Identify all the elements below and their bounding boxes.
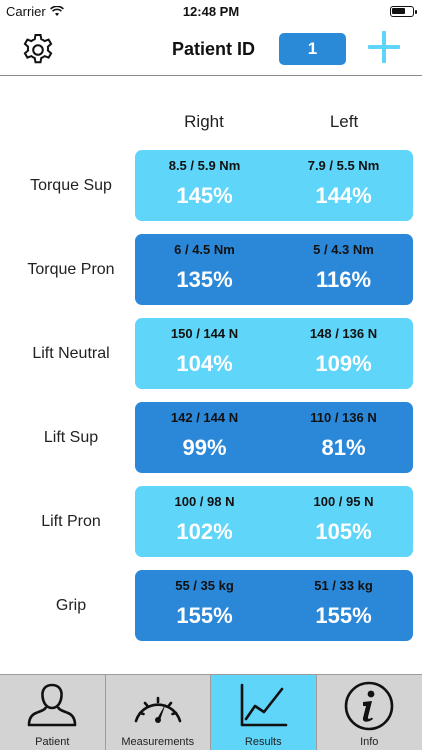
- tab-patient[interactable]: Patient: [0, 675, 106, 750]
- person-icon: [27, 683, 77, 727]
- right-cell: 150 / 144 N 104%: [135, 318, 274, 389]
- left-raw-value: 5 / 4.3 Nm: [313, 242, 374, 257]
- right-raw-value: 8.5 / 5.9 Nm: [168, 158, 241, 173]
- right-percent: 135%: [176, 267, 233, 292]
- right-percent: 104%: [176, 351, 233, 376]
- left-cell: 5 / 4.3 Nm 116%: [274, 234, 413, 305]
- left-cell: 148 / 136 N 109%: [274, 318, 413, 389]
- column-header-left: Left: [329, 112, 359, 131]
- row-label: Lift Sup: [43, 429, 99, 446]
- left-raw-value: 148 / 136 N: [309, 326, 378, 341]
- tab-label: Info: [360, 736, 379, 748]
- gauge-icon: [134, 696, 182, 723]
- result-card[interactable]: 142 / 144 N 99% 110 / 136 N 81%: [135, 402, 413, 473]
- right-cell: 8.5 / 5.9 Nm 145%: [135, 150, 274, 221]
- result-card[interactable]: 6 / 4.5 Nm 135% 5 / 4.3 Nm 116%: [135, 234, 413, 305]
- status-carrier-group: Carrier: [6, 4, 64, 19]
- carrier-label: Carrier: [6, 4, 46, 19]
- right-percent: 102%: [176, 519, 233, 544]
- left-percent: 144%: [315, 183, 372, 208]
- left-percent: 116%: [315, 267, 372, 292]
- status-time: 12:48 PM: [182, 4, 240, 19]
- header-bar: Patient ID 1: [0, 24, 422, 76]
- info-icon: [344, 681, 394, 731]
- left-raw-value: 7.9 / 5.5 Nm: [307, 158, 380, 173]
- result-card[interactable]: 8.5 / 5.9 Nm 145% 7.9 / 5.5 Nm 144%: [135, 150, 413, 221]
- left-percent: 155%: [315, 603, 372, 628]
- battery-level: [392, 8, 405, 14]
- tab-bar: Patient Measurements Results: [0, 674, 422, 750]
- patient-id-label: Patient ID: [172, 39, 256, 59]
- result-card[interactable]: 150 / 144 N 104% 148 / 136 N 109%: [135, 318, 413, 389]
- right-raw-value: 150 / 144 N: [170, 326, 239, 341]
- tab-measurements[interactable]: Measurements: [106, 675, 211, 750]
- left-cell: 7.9 / 5.5 Nm 144%: [274, 150, 413, 221]
- right-percent: 99%: [182, 435, 227, 460]
- right-raw-value: 6 / 4.5 Nm: [174, 242, 235, 257]
- tab-label: Measurements: [121, 736, 195, 748]
- left-cell: 100 / 95 N 105%: [274, 486, 413, 557]
- right-percent: 155%: [176, 603, 233, 628]
- left-percent: 105%: [315, 519, 372, 544]
- right-raw-value: 142 / 144 N: [170, 410, 239, 425]
- row-label: Grip: [55, 597, 87, 614]
- left-percent: 109%: [315, 351, 372, 376]
- right-raw-value: 55 / 35 kg: [175, 578, 234, 593]
- left-raw-value: 51 / 33 kg: [314, 578, 373, 593]
- right-cell: 55 / 35 kg 155%: [135, 570, 274, 641]
- result-card[interactable]: 55 / 35 kg 155% 51 / 33 kg 155%: [135, 570, 413, 641]
- row-label: Lift Neutral: [32, 345, 110, 362]
- left-cell: 51 / 33 kg 155%: [274, 570, 413, 641]
- row-label: Torque Sup: [30, 177, 112, 194]
- add-patient-button[interactable]: [368, 31, 400, 63]
- column-header-right: Right: [184, 112, 224, 131]
- wifi-icon: [49, 6, 64, 16]
- gear-icon[interactable]: [20, 32, 56, 68]
- right-cell: 142 / 144 N 99%: [135, 402, 274, 473]
- right-cell: 6 / 4.5 Nm 135%: [135, 234, 274, 305]
- chart-icon: [240, 683, 288, 727]
- right-percent: 145%: [176, 183, 233, 208]
- row-label: Lift Pron: [41, 513, 101, 530]
- tab-info[interactable]: Info: [317, 675, 422, 750]
- left-percent: 81%: [321, 435, 366, 460]
- row-label: Torque Pron: [27, 261, 115, 278]
- left-cell: 110 / 136 N 81%: [274, 402, 413, 473]
- left-raw-value: 110 / 136 N: [310, 410, 377, 425]
- tab-label: Patient: [35, 736, 70, 748]
- battery-icon: [390, 6, 417, 17]
- patient-id-field[interactable]: 1: [279, 33, 346, 65]
- tab-label: Results: [244, 736, 282, 748]
- tab-results[interactable]: Results: [211, 675, 317, 750]
- status-bar: Carrier 12:48 PM: [0, 0, 422, 24]
- right-raw-value: 100 / 98 N: [174, 494, 235, 509]
- right-cell: 100 / 98 N 102%: [135, 486, 274, 557]
- left-raw-value: 100 / 95 N: [313, 494, 374, 509]
- result-card[interactable]: 100 / 98 N 102% 100 / 95 N 105%: [135, 486, 413, 557]
